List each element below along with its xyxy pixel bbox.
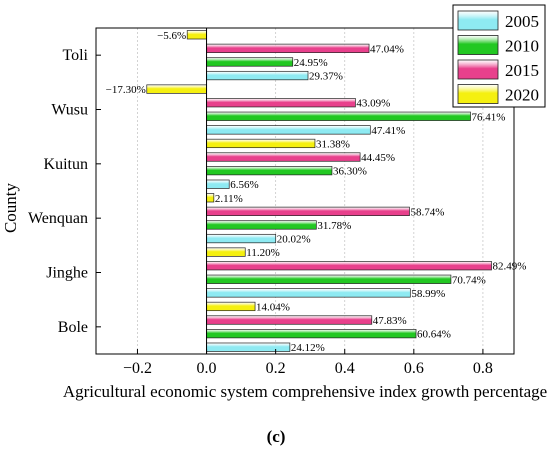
data-label: 82.49%: [493, 261, 527, 273]
legend-label: 2010: [505, 37, 539, 56]
data-label: −5.6%: [157, 30, 186, 42]
data-label: 47.04%: [370, 43, 404, 55]
bar-labels: 29.37% 24.95% 47.04% −5.6% 47.41% 76.41% 43.09…: [106, 30, 527, 354]
bar-2015-bole: [206, 315, 373, 325]
data-label: 47.83%: [373, 315, 407, 327]
bar-2020-jinghe: [206, 247, 246, 257]
y-category-labels: Toli Wusu Kuitun Wenquan Jinghe Bole: [28, 47, 101, 336]
bar-2010-wenquan: [206, 220, 317, 230]
bar-2005-toli: [206, 70, 309, 81]
bar-2015-wenquan: [206, 206, 410, 216]
data-label: 20.02%: [277, 234, 311, 246]
bar-2015-kuitun: [206, 152, 361, 162]
bar-2015-toli: [206, 43, 370, 53]
data-label: 44.45%: [361, 152, 395, 164]
legend-label: 2015: [505, 61, 539, 80]
y-axis-label: County: [1, 182, 20, 233]
bar-2020-wenquan: [206, 193, 215, 203]
legend-label: 2005: [505, 12, 539, 31]
legend: 2005 2010 2015 2020: [452, 4, 546, 108]
bar-2010-bole: [206, 329, 417, 339]
bar-2005-kuitun: [206, 179, 230, 189]
legend-swatch: [457, 35, 499, 55]
data-label: −17.30%: [106, 84, 146, 96]
data-label: 47.41%: [371, 125, 405, 137]
y-category-label: Bole: [58, 319, 88, 336]
x-tick-label: 0.8: [473, 360, 493, 377]
data-label: 76.41%: [472, 111, 506, 123]
bars: [146, 30, 492, 352]
panel-label: (c): [267, 427, 286, 446]
y-category-label: Toli: [62, 47, 88, 64]
x-tick-label: 0.0: [197, 360, 217, 377]
data-label: 2.11%: [215, 193, 243, 205]
x-ticks: −0.2 0.0 0.2 0.4 0.6 0.8: [123, 349, 493, 377]
y-category-label: Wusu: [51, 102, 88, 119]
data-label: 31.78%: [317, 220, 351, 232]
x-tick-label: 0.6: [404, 360, 424, 377]
bar-2020-bole: [206, 301, 256, 312]
bar-2005-bole: [206, 342, 291, 352]
y-category-label: Wenquan: [28, 210, 88, 227]
bar-2010-jinghe: [206, 274, 452, 284]
bar-2020-kuitun: [206, 138, 316, 149]
y-category-label: Kuitun: [44, 156, 88, 173]
bar-2010-kuitun: [206, 166, 333, 176]
data-label: 14.04%: [256, 301, 290, 313]
bar-2010-wusu: [206, 111, 471, 121]
data-label: 6.56%: [230, 179, 258, 191]
plot-frame: [95, 27, 515, 355]
legend-label: 2020: [505, 86, 539, 105]
x-tick-label: 0.4: [335, 360, 355, 377]
x-axis-label: Agricultural economic system comprehensi…: [63, 382, 547, 401]
bar-2020-wusu: [146, 84, 207, 94]
legend-swatch: [457, 59, 499, 80]
data-label: 36.30%: [333, 166, 367, 178]
bar-2005-jinghe: [206, 288, 411, 298]
bar-2005-wenquan: [206, 233, 277, 244]
data-label: 24.12%: [291, 342, 325, 354]
legend-swatch: [457, 10, 499, 31]
y-category-label: Jinghe: [46, 265, 88, 282]
data-label: 29.37%: [309, 71, 343, 83]
data-label: 43.09%: [356, 98, 390, 110]
bar-2005-wusu: [206, 125, 371, 135]
data-label: 11.20%: [246, 247, 280, 259]
bar-2015-jinghe: [206, 261, 492, 271]
data-label: 24.95%: [294, 57, 328, 69]
data-label: 58.99%: [411, 288, 445, 300]
data-label: 70.74%: [452, 274, 486, 286]
data-label: 60.64%: [417, 329, 451, 341]
x-tick-label: 0.2: [266, 360, 286, 377]
x-tick-label: −0.2: [123, 360, 152, 377]
bar-2015-wusu: [206, 98, 356, 108]
bar-2010-toli: [206, 57, 294, 67]
data-label: 31.38%: [316, 138, 350, 150]
data-label: 58.74%: [410, 206, 444, 218]
bar-2020-toli: [186, 30, 207, 40]
legend-swatch: [457, 84, 499, 104]
